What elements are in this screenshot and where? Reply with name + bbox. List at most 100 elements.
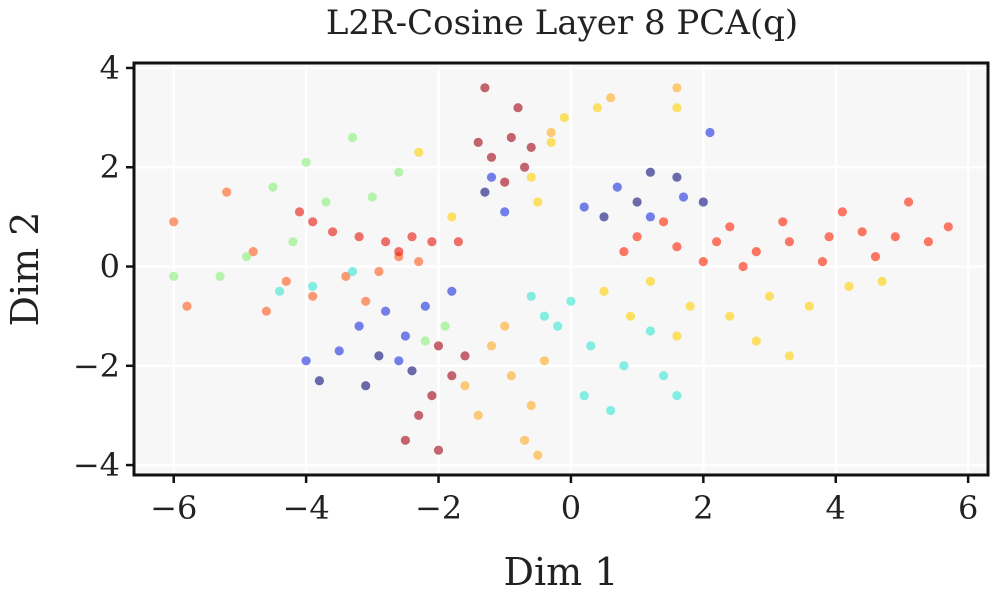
x-tick-label: 6 — [958, 489, 978, 527]
data-point — [672, 391, 682, 401]
data-point — [361, 296, 371, 306]
data-point — [394, 356, 404, 366]
data-point — [301, 157, 311, 167]
data-point — [592, 103, 603, 113]
plot-area — [132, 61, 990, 477]
data-point — [447, 371, 457, 381]
data-point — [308, 217, 318, 227]
y-tick-label: 4 — [100, 49, 120, 87]
data-point — [354, 321, 364, 331]
data-point — [169, 217, 179, 227]
data-point — [645, 212, 656, 222]
data-point — [248, 247, 258, 257]
y-tick-label: −2 — [73, 347, 120, 385]
data-point — [500, 321, 510, 331]
data-point — [559, 113, 569, 123]
data-point — [645, 326, 656, 336]
data-point — [725, 311, 735, 321]
data-point — [784, 237, 795, 247]
data-point — [314, 376, 324, 386]
x-tick-label: 0 — [561, 489, 581, 527]
data-point — [579, 202, 589, 212]
data-point — [288, 237, 298, 247]
x-axis-ticks: −6 −4 −2 0 2 4 6 — [150, 475, 978, 527]
data-point — [599, 212, 609, 222]
data-point — [606, 93, 616, 103]
data-point — [473, 137, 483, 147]
data-point — [546, 127, 556, 138]
data-point — [486, 172, 497, 182]
data-point — [308, 291, 318, 301]
data-point — [778, 217, 788, 227]
data-point — [632, 232, 642, 242]
data-point — [440, 321, 450, 331]
data-point — [447, 212, 457, 222]
data-point — [526, 291, 536, 301]
data-point — [870, 252, 881, 262]
data-point — [546, 137, 556, 147]
data-point — [407, 366, 417, 376]
data-point — [579, 391, 589, 401]
data-point — [526, 400, 536, 411]
data-point — [394, 247, 404, 257]
data-point — [453, 237, 463, 247]
data-point — [824, 232, 834, 242]
data-point — [539, 356, 550, 366]
data-point — [817, 257, 828, 267]
data-point — [268, 182, 278, 192]
series-cluster-light-green — [169, 132, 450, 346]
data-point — [725, 222, 735, 232]
y-tick-label: 0 — [100, 248, 120, 286]
data-point — [685, 301, 695, 311]
data-point — [672, 331, 682, 341]
data-point — [480, 83, 490, 93]
data-point — [923, 237, 934, 247]
data-point — [586, 341, 596, 351]
data-point — [361, 381, 371, 391]
grid — [136, 65, 986, 473]
data-point — [347, 266, 358, 277]
data-point — [751, 247, 761, 257]
series-cluster-red-right — [619, 197, 953, 272]
data-point — [301, 356, 311, 366]
data-point — [533, 197, 543, 207]
data-point — [764, 291, 775, 301]
data-point — [500, 177, 510, 187]
data-point — [400, 331, 410, 341]
x-tick-label: −6 — [150, 489, 197, 527]
y-tick-label: 2 — [100, 148, 120, 186]
data-point — [261, 306, 271, 316]
data-point — [500, 207, 510, 217]
data-point — [904, 197, 914, 207]
data-point — [751, 336, 761, 346]
data-point — [414, 410, 424, 420]
data-point — [334, 346, 344, 356]
data-point — [506, 371, 516, 381]
data-point — [414, 147, 424, 157]
data-point — [877, 276, 887, 286]
data-point — [182, 301, 192, 311]
series-cluster-red-left — [294, 207, 463, 257]
chart-title: L2R-Cosine Layer 8 PCA(q) — [326, 3, 798, 43]
data-point — [672, 83, 682, 93]
y-tick-label: −4 — [73, 446, 120, 484]
data-point — [473, 410, 483, 420]
data-point — [381, 237, 391, 247]
data-point — [460, 381, 470, 391]
data-point — [241, 252, 252, 262]
data-point — [347, 132, 358, 143]
data-point — [533, 450, 543, 460]
data-point — [275, 286, 285, 296]
data-point — [837, 207, 848, 217]
data-point — [645, 276, 656, 286]
data-point — [400, 435, 410, 445]
data-point — [486, 341, 497, 351]
series-cluster-cyan — [275, 266, 682, 416]
data-point — [645, 167, 656, 177]
data-point — [619, 361, 629, 371]
data-point — [659, 217, 669, 227]
data-point — [427, 391, 437, 401]
data-point — [308, 281, 318, 291]
data-point — [606, 405, 616, 416]
